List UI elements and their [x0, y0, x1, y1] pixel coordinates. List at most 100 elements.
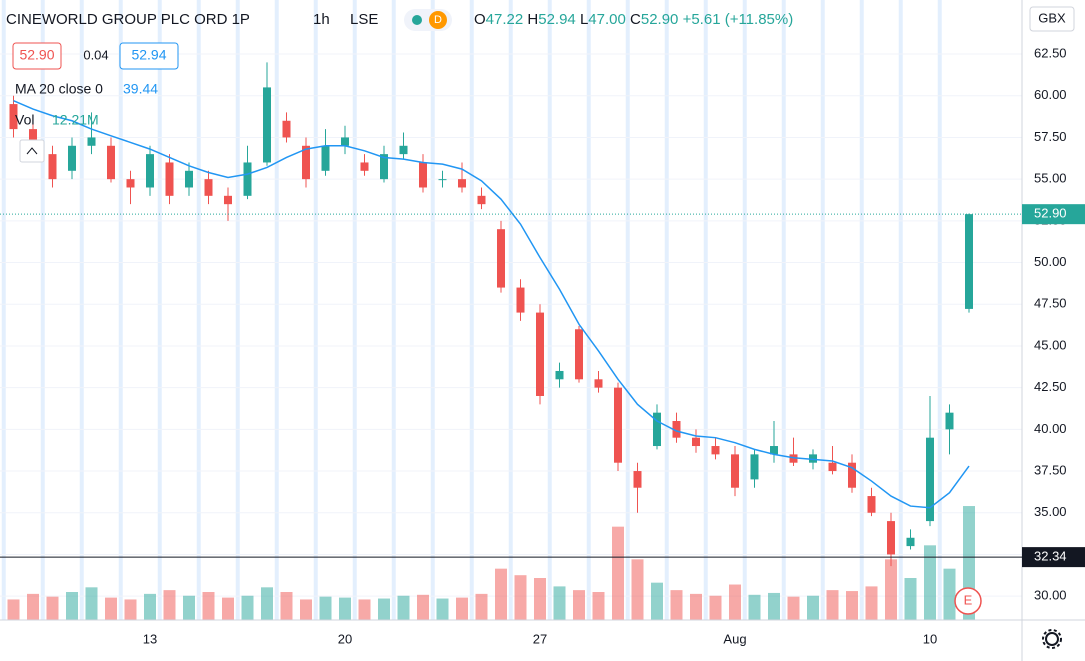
candle-body [750, 454, 759, 480]
volume-bar [612, 526, 624, 620]
volume-bar [85, 587, 98, 620]
session-stripe [196, 0, 201, 620]
ask-box[interactable] [119, 42, 179, 70]
candle-body [575, 329, 583, 380]
candle-body [399, 145, 408, 155]
session-stripe [820, 0, 825, 620]
candle-body [653, 412, 661, 447]
volume-bar [592, 592, 605, 620]
session-stripe [157, 0, 162, 620]
volume-bar [846, 591, 858, 620]
session-stripe [79, 0, 84, 620]
volume-bar [144, 593, 156, 620]
collapse-button[interactable] [19, 139, 45, 163]
candle-body [867, 496, 876, 513]
candle-body [594, 379, 603, 388]
candle-body [711, 446, 720, 455]
volume-bar [339, 597, 351, 620]
last-price-label: 52.90 [1034, 206, 1067, 221]
volume-bar [319, 596, 332, 620]
collapse-icon [26, 147, 38, 155]
currency-box[interactable] [1029, 6, 1075, 32]
session-stripe [859, 0, 864, 620]
volume-bar [475, 593, 488, 620]
volume-bar [787, 596, 800, 620]
volume-bar [534, 578, 546, 620]
h-value: 52.94 [538, 11, 576, 28]
c-value: 52.90 [641, 11, 679, 28]
event-marker-label: E [964, 592, 973, 607]
volume-bar [553, 586, 566, 620]
candle-body [185, 170, 193, 188]
vol-label: Vol [15, 112, 34, 128]
session-stripe [586, 0, 591, 620]
volume-bar [7, 599, 20, 620]
volume-bar [631, 559, 644, 620]
candle-body [380, 154, 388, 180]
volume-bar [436, 598, 449, 620]
volume-bar [495, 568, 507, 620]
o-label: O [474, 11, 486, 28]
candle-body [614, 387, 622, 463]
volume-bar [417, 594, 429, 620]
event-marker[interactable] [954, 587, 982, 615]
badge-circle [429, 11, 447, 29]
badge: D [434, 14, 442, 26]
session-stripe [508, 0, 513, 620]
candle-body [477, 195, 486, 205]
candle-body [672, 421, 681, 438]
y-tick-label: 40.00 [1034, 421, 1067, 436]
candle-body [165, 162, 174, 196]
x-tick-label: 13 [143, 631, 157, 646]
change: +5.61 (+11.85%) [683, 11, 794, 28]
session-stripe [898, 0, 903, 620]
volume-bar [66, 592, 78, 620]
volume-bar [27, 593, 39, 620]
candle-body [887, 521, 895, 555]
volume-bar [943, 568, 956, 620]
volume-bar [924, 545, 936, 620]
candle-body [828, 462, 837, 472]
candle-body [731, 454, 739, 488]
gear-teeth [1042, 629, 1062, 649]
session-stripe [352, 0, 357, 620]
hline-tag [1022, 547, 1085, 568]
y-tick-label: 62.50 [1034, 45, 1067, 60]
candle-body [224, 195, 232, 205]
volume-bar [280, 592, 293, 620]
session-stripe [118, 0, 123, 620]
candle-body [204, 179, 213, 196]
hline-label: 32.34 [1034, 549, 1067, 564]
volume-bar [865, 586, 878, 620]
volume-bar [709, 595, 722, 620]
volume-bar [456, 597, 468, 620]
currency: GBX [1038, 10, 1066, 25]
gear [1045, 632, 1059, 646]
x-tick-label: Aug [723, 631, 746, 646]
symbol-title: CINEWORLD GROUP PLC ORD 1P [6, 11, 250, 28]
l-value: 47.00 [588, 11, 626, 28]
volume-bar [124, 599, 137, 620]
bid: 52.90 [19, 47, 54, 63]
candle-body [360, 162, 369, 171]
volume-bar [105, 597, 117, 620]
volume-bar [651, 582, 663, 620]
y-tick-label: 42.50 [1034, 379, 1067, 394]
candle-body [419, 162, 427, 188]
candle-body [9, 104, 18, 130]
candle-body [458, 179, 466, 188]
volume-bar [826, 590, 839, 620]
y-tick-label: 37.50 [1034, 462, 1067, 477]
status-dot [412, 15, 422, 25]
settings-icon[interactable] [1042, 629, 1062, 649]
y-tick-label: 45.00 [1034, 337, 1067, 352]
session-stripe [547, 0, 552, 620]
y-tick-label: 50.00 [1034, 254, 1067, 269]
ma-line [13, 100, 970, 509]
bid-box[interactable] [12, 42, 62, 70]
session-stripe [469, 0, 474, 620]
candle-body [965, 214, 973, 309]
volume-bar [807, 595, 819, 620]
volume-bar [748, 594, 761, 620]
candle-body [906, 537, 915, 547]
